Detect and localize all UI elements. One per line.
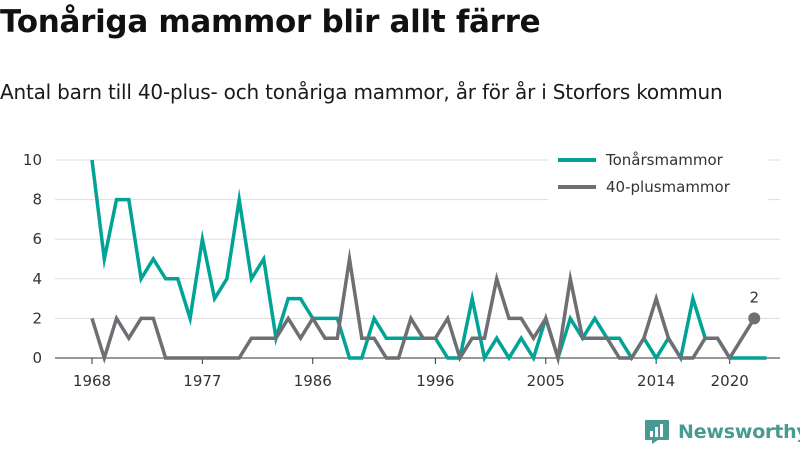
- y-tick-label: 6: [32, 230, 42, 248]
- y-axis: 0 2 4 6 8 10: [23, 151, 42, 367]
- legend: Tonårsmammor 40-plusmammor: [548, 140, 768, 206]
- chart-subtitle: Antal barn till 40-plus- och tonåriga ma…: [0, 80, 723, 104]
- end-value-label: 2: [749, 288, 759, 306]
- x-tick-label: 1968: [73, 372, 111, 390]
- brand-name: Newsworthy: [678, 421, 800, 443]
- y-tick-label: 4: [32, 270, 42, 288]
- x-tick-label: 1977: [183, 372, 221, 390]
- newsworthy-brand: Newsworthy: [644, 419, 800, 445]
- newsworthy-logo-icon: [645, 420, 669, 444]
- y-tick-label: 10: [23, 151, 42, 169]
- x-tick-label: 1986: [294, 372, 332, 390]
- series-line-40-plusmammor: [90, 247, 756, 366]
- series-lines: [90, 159, 767, 366]
- y-tick-label: 8: [32, 191, 42, 209]
- x-tick-label: 1996: [416, 372, 454, 390]
- end-marker: 2: [748, 288, 761, 325]
- y-tick-label: 0: [32, 349, 42, 367]
- x-tick-label: 2005: [527, 372, 565, 390]
- chart-title: Tonåriga mammor blir allt färre: [0, 4, 541, 40]
- legend-label-40-plusmammor: 40-plusmammor: [606, 178, 731, 196]
- x-axis: 1968 1977 1986 1996 2005 2014 2020: [73, 358, 749, 390]
- y-tick-label: 2: [32, 309, 42, 327]
- legend-label-tonarsmammor: Tonårsmammor: [605, 151, 724, 169]
- x-tick-label: 2014: [637, 372, 675, 390]
- legend-background: [548, 140, 768, 206]
- x-tick-label: 2020: [711, 372, 749, 390]
- end-point-marker: [748, 312, 761, 325]
